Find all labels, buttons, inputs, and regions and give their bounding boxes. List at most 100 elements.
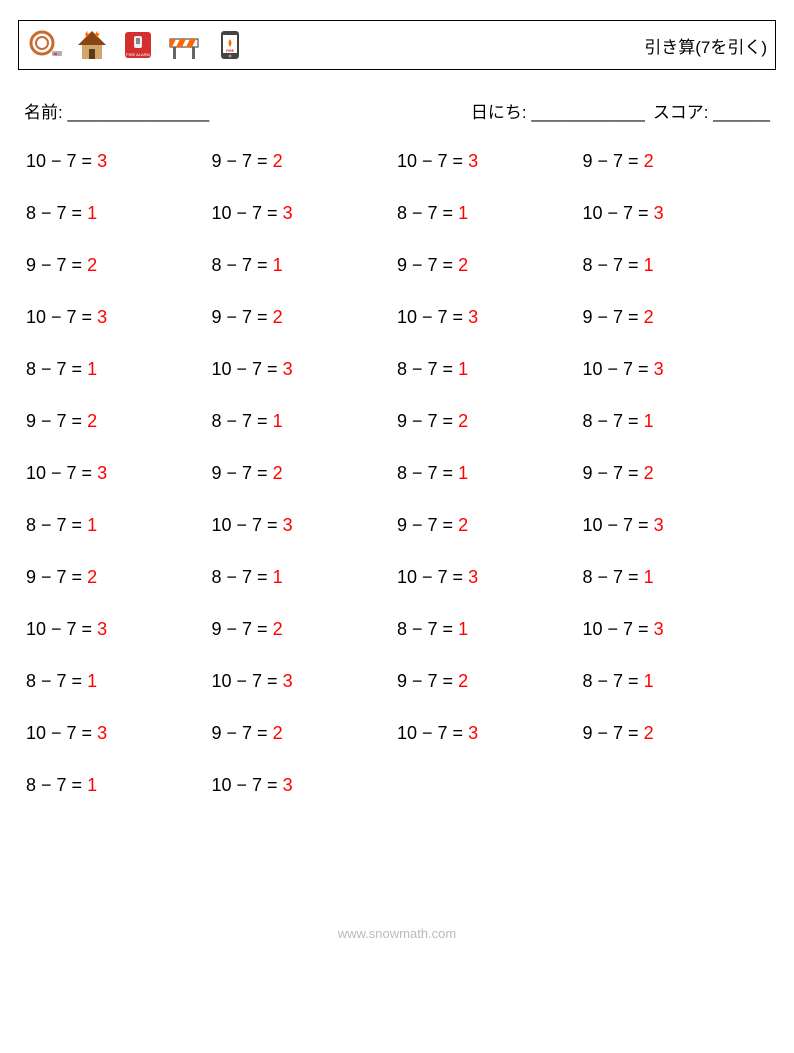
equation-text: 10 − 7 =: [397, 567, 468, 587]
answer-value: 1: [273, 411, 283, 431]
answer-value: 3: [283, 515, 293, 535]
problem-cell: 8 − 7 = 1: [212, 411, 398, 432]
problem-cell: 9 − 7 = 2: [26, 567, 212, 588]
answer-value: 3: [468, 567, 478, 587]
problem-cell: 8 − 7 = 1: [397, 619, 583, 640]
header-icons-row: FIRE ALARM FIRE: [27, 26, 249, 64]
answer-value: 3: [654, 359, 664, 379]
equation-text: 9 − 7 =: [397, 411, 458, 431]
problem-cell: 10 − 7 = 3: [583, 619, 769, 640]
answer-value: 1: [458, 203, 468, 223]
score-field-label: スコア: ______: [653, 98, 770, 123]
problem-cell: 8 − 7 = 1: [212, 567, 398, 588]
answer-value: 1: [87, 671, 97, 691]
equation-text: 9 − 7 =: [212, 151, 273, 171]
problem-cell: 9 − 7 = 2: [397, 255, 583, 276]
equation-text: 10 − 7 =: [26, 151, 97, 171]
equation-text: 9 − 7 =: [397, 671, 458, 691]
answer-value: 1: [273, 255, 283, 275]
problem-row: 8 − 7 = 110 − 7 = 38 − 7 = 110 − 7 = 3: [26, 359, 768, 380]
answer-value: 2: [87, 567, 97, 587]
problem-cell: 10 − 7 = 3: [26, 619, 212, 640]
date-field-label: 日にち: ____________: [471, 98, 645, 123]
equation-text: 9 − 7 =: [26, 255, 87, 275]
problem-cell: 8 − 7 = 1: [583, 567, 769, 588]
problem-cell: 10 − 7 = 3: [26, 723, 212, 744]
equation-text: 8 − 7 =: [397, 463, 458, 483]
equation-text: 8 − 7 =: [583, 567, 644, 587]
answer-value: 1: [87, 775, 97, 795]
problem-cell: 10 − 7 = 3: [212, 203, 398, 224]
answer-value: 2: [644, 463, 654, 483]
problem-cell: 9 − 7 = 2: [26, 255, 212, 276]
worksheet-page: FIRE ALARM FIRE: [0, 0, 794, 961]
answer-value: 1: [644, 567, 654, 587]
answer-value: 3: [468, 307, 478, 327]
problem-cell: [397, 775, 583, 796]
svg-text:FIRE ALARM: FIRE ALARM: [126, 52, 150, 57]
problem-cell: 8 − 7 = 1: [26, 775, 212, 796]
problem-cell: 9 − 7 = 2: [212, 619, 398, 640]
problem-cell: 8 − 7 = 1: [397, 463, 583, 484]
problem-cell: 9 − 7 = 2: [26, 411, 212, 432]
problem-cell: 9 − 7 = 2: [212, 307, 398, 328]
problem-cell: 10 − 7 = 3: [397, 151, 583, 172]
equation-text: 10 − 7 =: [397, 723, 468, 743]
answer-value: 1: [273, 567, 283, 587]
equation-text: 10 − 7 =: [26, 723, 97, 743]
answer-value: 2: [87, 411, 97, 431]
equation-text: 9 − 7 =: [26, 567, 87, 587]
equation-text: 9 − 7 =: [583, 463, 644, 483]
problem-row: 9 − 7 = 28 − 7 = 19 − 7 = 28 − 7 = 1: [26, 255, 768, 276]
problem-cell: 8 − 7 = 1: [583, 671, 769, 692]
equation-text: 10 − 7 =: [26, 307, 97, 327]
problem-cell: 10 − 7 = 3: [212, 515, 398, 536]
answer-value: 2: [644, 307, 654, 327]
answer-value: 3: [283, 359, 293, 379]
name-field-label: 名前: _______________: [24, 98, 209, 123]
problem-row: 10 − 7 = 39 − 7 = 210 − 7 = 39 − 7 = 2: [26, 723, 768, 744]
problem-cell: 10 − 7 = 3: [212, 671, 398, 692]
answer-value: 3: [654, 619, 664, 639]
answer-value: 3: [97, 151, 107, 171]
equation-text: 10 − 7 =: [26, 463, 97, 483]
fire-hose-icon: [27, 26, 65, 64]
problem-cell: [583, 775, 769, 796]
problem-cell: 10 − 7 = 3: [583, 515, 769, 536]
header-box: FIRE ALARM FIRE: [18, 20, 776, 70]
equation-text: 9 − 7 =: [212, 619, 273, 639]
equation-text: 10 − 7 =: [397, 151, 468, 171]
equation-text: 8 − 7 =: [212, 411, 273, 431]
problem-row: 10 − 7 = 39 − 7 = 28 − 7 = 110 − 7 = 3: [26, 619, 768, 640]
answer-value: 1: [644, 255, 654, 275]
answer-value: 1: [458, 359, 468, 379]
answer-value: 2: [644, 723, 654, 743]
equation-text: 9 − 7 =: [26, 411, 87, 431]
problem-cell: 10 − 7 = 3: [397, 567, 583, 588]
equation-text: 10 − 7 =: [583, 619, 654, 639]
answer-value: 2: [458, 255, 468, 275]
answer-value: 3: [97, 463, 107, 483]
problems-grid: 10 − 7 = 39 − 7 = 210 − 7 = 39 − 7 = 28 …: [18, 151, 776, 796]
answer-value: 2: [458, 671, 468, 691]
answer-value: 2: [273, 151, 283, 171]
problem-cell: 8 − 7 = 1: [583, 411, 769, 432]
equation-text: 8 − 7 =: [583, 411, 644, 431]
answer-value: 3: [283, 775, 293, 795]
equation-text: 10 − 7 =: [212, 775, 283, 795]
equation-text: 8 − 7 =: [583, 255, 644, 275]
road-barrier-icon: [165, 26, 203, 64]
equation-text: 8 − 7 =: [26, 775, 87, 795]
problem-row: 8 − 7 = 110 − 7 = 3: [26, 775, 768, 796]
problem-cell: 9 − 7 = 2: [583, 463, 769, 484]
problem-cell: 8 − 7 = 1: [397, 359, 583, 380]
equation-text: 10 − 7 =: [212, 203, 283, 223]
answer-value: 3: [283, 671, 293, 691]
problem-cell: 9 − 7 = 2: [583, 151, 769, 172]
problem-cell: 10 − 7 = 3: [26, 463, 212, 484]
answer-value: 2: [644, 151, 654, 171]
problem-cell: 8 − 7 = 1: [26, 359, 212, 380]
equation-text: 8 − 7 =: [397, 203, 458, 223]
answer-value: 1: [644, 671, 654, 691]
equation-text: 9 − 7 =: [212, 307, 273, 327]
